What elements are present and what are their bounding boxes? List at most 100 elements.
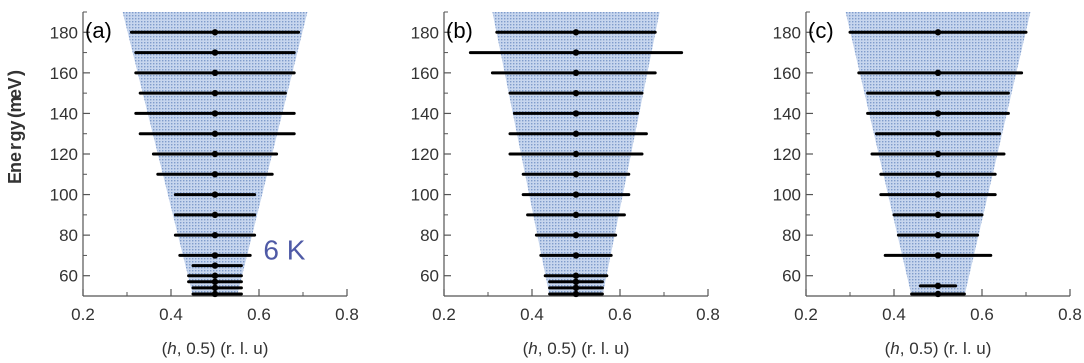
y-tick-label: 140 <box>411 104 439 123</box>
x-tick-label: 0.6 <box>970 305 994 324</box>
y-axis-label-char: V <box>5 77 25 89</box>
data-point <box>211 284 219 292</box>
data-point <box>211 262 219 269</box>
data-point <box>934 89 942 97</box>
y-axis-label-char: y <box>5 120 25 130</box>
data-point <box>934 130 942 137</box>
data-point <box>572 69 580 77</box>
data-point <box>211 69 219 77</box>
data-point <box>572 231 580 239</box>
data-point <box>934 150 942 158</box>
x-tick-label: 0.4 <box>520 305 544 324</box>
data-point <box>211 231 219 239</box>
chart-panel-c: 60 80 100 120 140 160 180 0.2 0.4 0.6 0.8 (c) (h, 0.… <box>773 11 1082 358</box>
y-tick-label: 120 <box>411 145 439 164</box>
x-tick-label: 0.6 <box>247 305 271 324</box>
panel-label: (b) <box>446 18 473 43</box>
y-axis-label-char: r <box>5 143 25 150</box>
x-axis-label: (h, 0.5) (r. l. u) <box>523 339 630 358</box>
data-point <box>934 191 942 198</box>
data-point <box>572 150 580 158</box>
panel-label: (c) <box>808 18 834 43</box>
x-tick-label: 0.4 <box>882 305 906 324</box>
data-point <box>572 211 580 219</box>
x-axis-label: (h, 0.5) (r. l. u) <box>885 339 992 358</box>
y-tick-label: 180 <box>773 23 801 42</box>
y-axis-label-char: e <box>5 89 25 99</box>
data-point <box>211 110 219 117</box>
y-tick-label: 80 <box>420 226 439 245</box>
data-point <box>934 171 942 178</box>
data-point <box>934 252 942 259</box>
data-point <box>211 211 219 219</box>
data-point <box>211 49 219 56</box>
data-point <box>572 171 580 178</box>
y-tick-label: 80 <box>782 226 801 245</box>
data-point <box>572 130 580 137</box>
y-axis-label-char: e <box>5 152 25 162</box>
data-point <box>211 29 219 36</box>
data-point <box>934 69 942 77</box>
y-tick-label: 60 <box>59 267 78 286</box>
chart-panel-a: 60 80 100 120 140 160 180 0.2 0.4 0.6 0.8 (a) (h, 0.… <box>5 11 359 358</box>
y-tick-label: 180 <box>411 23 439 42</box>
data-point <box>211 171 219 178</box>
y-tick-label: 180 <box>50 23 78 42</box>
data-point <box>572 110 580 117</box>
data-point <box>572 49 580 56</box>
data-point <box>211 191 219 198</box>
x-tick-label: 0.8 <box>1058 305 1082 324</box>
data-point <box>572 252 580 259</box>
data-point <box>211 89 219 97</box>
panel-label: (a) <box>85 18 112 43</box>
x-tick-label: 0.6 <box>608 305 632 324</box>
data-point <box>572 191 580 198</box>
y-tick-label: 100 <box>773 186 801 205</box>
x-axis-label: (h, 0.5) (r. l. u) <box>162 339 269 358</box>
y-tick-label: 140 <box>773 104 801 123</box>
data-point <box>211 278 219 285</box>
data-point <box>572 278 580 285</box>
y-axis-label-char: ( <box>5 112 25 118</box>
y-axis-label-char: E <box>5 172 25 184</box>
y-tick-label: 120 <box>50 145 78 164</box>
y-tick-label: 140 <box>50 104 78 123</box>
y-tick-label: 160 <box>50 64 78 83</box>
y-axis-label-char: n <box>5 162 25 173</box>
data-point <box>934 282 942 290</box>
y-tick-label: 80 <box>59 226 78 245</box>
data-point <box>211 252 219 259</box>
x-tick-label: 0.2 <box>432 305 456 324</box>
data-point <box>572 290 580 298</box>
y-tick-label: 100 <box>411 186 439 205</box>
y-tick-label: 60 <box>782 267 801 286</box>
data-point <box>934 290 942 298</box>
x-tick-label: 0.8 <box>335 305 359 324</box>
x-tick-label: 0.2 <box>794 305 818 324</box>
y-axis-label-char: ) <box>5 70 25 76</box>
data-point <box>572 284 580 292</box>
data-point <box>934 29 942 36</box>
y-tick-label: 160 <box>411 64 439 83</box>
data-point <box>572 29 580 36</box>
x-tick-label: 0.2 <box>71 305 95 324</box>
data-point <box>572 89 580 97</box>
y-axis-label-char: g <box>5 131 25 142</box>
y-tick-label: 120 <box>773 145 801 164</box>
y-tick-label: 100 <box>50 186 78 205</box>
data-point <box>934 211 942 219</box>
temperature-annotation: 6 K <box>263 234 305 265</box>
x-tick-label: 0.4 <box>159 305 183 324</box>
y-tick-label: 160 <box>773 64 801 83</box>
data-point <box>211 130 219 137</box>
x-tick-label: 0.8 <box>696 305 720 324</box>
data-point <box>934 231 942 239</box>
data-point <box>211 272 219 279</box>
y-axis-label-char: m <box>5 96 25 112</box>
data-point <box>572 272 580 279</box>
data-point <box>934 110 942 117</box>
data-point <box>211 290 219 298</box>
y-tick-label: 60 <box>420 267 439 286</box>
